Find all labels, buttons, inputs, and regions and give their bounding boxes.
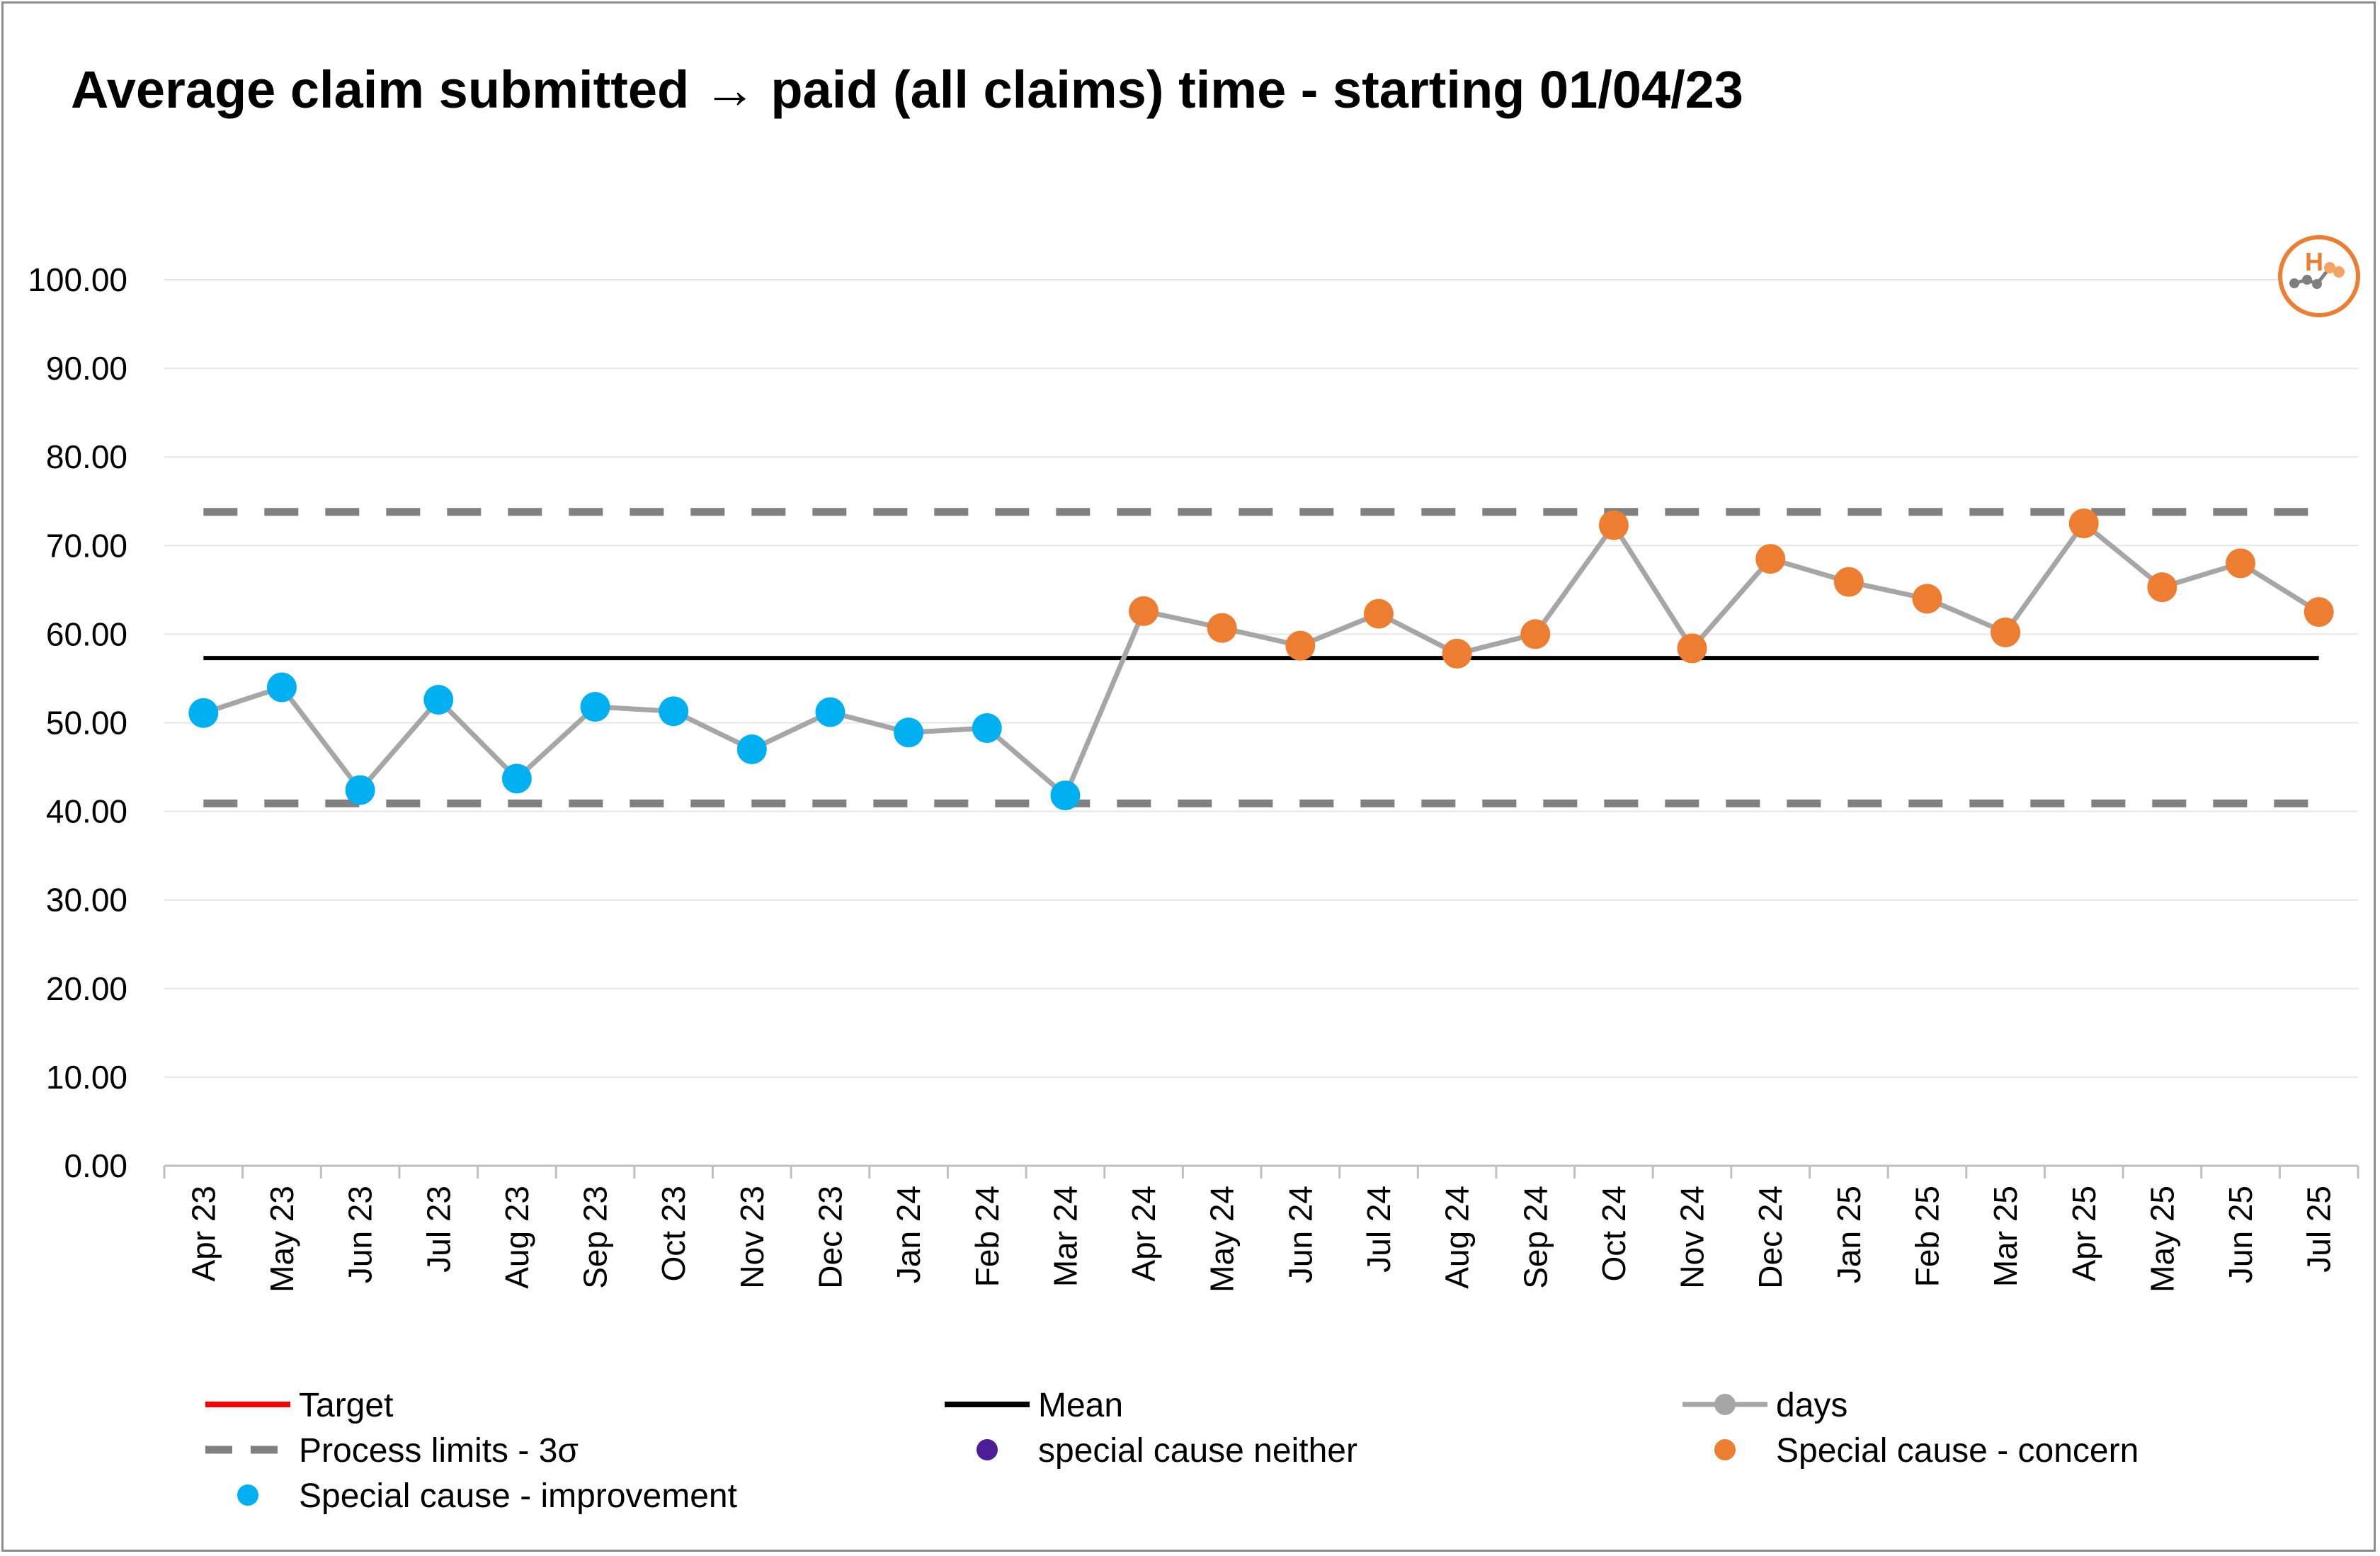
- legend-swatch-improvement: [237, 1484, 258, 1506]
- data-point-improvement: [736, 734, 767, 765]
- data-point-concern: [2147, 572, 2177, 603]
- legend-item-mean: Mean: [945, 1387, 1123, 1424]
- x-tick-label: May 25: [2143, 1186, 2180, 1293]
- data-point-concern: [1991, 617, 2021, 647]
- y-tick-label: 40.00: [46, 793, 127, 830]
- data-point-improvement: [972, 713, 1002, 744]
- legend-item-neither: special cause neither: [977, 1432, 1357, 1470]
- data-point-improvement: [423, 684, 454, 715]
- x-tick-label: Jan 25: [1830, 1186, 1867, 1283]
- y-tick-label: 10.00: [46, 1059, 127, 1096]
- y-tick-label: 0.00: [64, 1147, 127, 1184]
- y-tick-label: 90.00: [46, 350, 127, 387]
- x-tick-label: Sep 23: [577, 1186, 614, 1289]
- x-tick-label: Aug 23: [499, 1186, 535, 1289]
- process-limits: [203, 508, 2319, 807]
- y-tick-label: 60.00: [46, 615, 127, 652]
- x-tick-label: Jun 24: [1282, 1186, 1319, 1283]
- data-point-improvement: [580, 691, 610, 722]
- legend-item-limits: Process limits - 3σ: [205, 1432, 579, 1470]
- data-point-improvement: [1050, 780, 1081, 811]
- data-point-concern: [1912, 584, 1942, 614]
- legend-label-target: Target: [299, 1387, 393, 1424]
- x-tick-label: May 24: [1204, 1186, 1241, 1293]
- legend-item-target: Target: [205, 1387, 393, 1424]
- data-point-improvement: [501, 763, 532, 794]
- days-series: [203, 521, 2321, 798]
- x-tick-label: Nov 23: [734, 1186, 770, 1289]
- legend-item-improvement: Special cause - improvement: [237, 1477, 737, 1515]
- x-tick-label: Jul 24: [1360, 1186, 1397, 1273]
- x-tick-label: Sep 24: [1517, 1186, 1554, 1289]
- data-point-improvement: [345, 775, 375, 805]
- data-point-improvement: [894, 717, 924, 748]
- data-point-concern: [1520, 619, 1551, 649]
- x-axis: Apr 23 May 23 Jun 23 Jul 23 Aug 23 Sep 23 Oct …: [163, 1164, 2359, 1293]
- legend-item-days: days: [1682, 1387, 1847, 1424]
- x-tick-label: Jun 25: [2222, 1186, 2259, 1283]
- x-tick-label: Dec 24: [1752, 1186, 1789, 1289]
- y-tick-label: 100.00: [28, 261, 127, 298]
- legend: Target Mean days Process limits - 3σ special…: [205, 1387, 2139, 1515]
- legend-item-concern: Special cause - concern: [1714, 1432, 2139, 1470]
- data-point-concern: [2068, 509, 2099, 539]
- x-tick-label: Apr 24: [1125, 1186, 1162, 1282]
- x-tick-label: Jun 23: [342, 1186, 379, 1283]
- data-point-concern: [1833, 567, 1864, 597]
- data-point-concern: [1363, 598, 1394, 629]
- legend-label-concern: Special cause - concern: [1776, 1432, 2139, 1470]
- data-points: [188, 509, 2334, 811]
- logo-icon: H: [2278, 235, 2360, 317]
- x-tick-label: Feb 25: [1908, 1186, 1945, 1287]
- x-tick-label: Jul 23: [420, 1186, 457, 1273]
- legend-label-days: days: [1776, 1387, 1847, 1424]
- legend-swatch-concern: [1714, 1439, 1736, 1460]
- legend-marker-days: [1714, 1394, 1736, 1415]
- y-tick-label: 70.00: [46, 527, 127, 564]
- x-tick-label: Nov 24: [1674, 1186, 1711, 1289]
- x-tick-label: Apr 25: [2066, 1186, 2102, 1282]
- gridlines: [164, 279, 2358, 1078]
- data-point-concern: [1442, 638, 1472, 669]
- chart-title: Average claim submitted → paid (all clai…: [71, 60, 1743, 119]
- legend-label-improvement: Special cause - improvement: [299, 1477, 737, 1515]
- y-tick-label: 50.00: [46, 705, 127, 742]
- data-point-concern: [1677, 633, 1707, 664]
- data-point-concern: [1755, 544, 1786, 574]
- data-point-improvement: [815, 697, 845, 727]
- logo-letter: H: [2305, 247, 2323, 276]
- x-tick-label: Mar 24: [1047, 1186, 1083, 1287]
- data-point-concern: [2226, 548, 2256, 579]
- data-point-concern: [1129, 596, 1159, 626]
- legend-label-mean: Mean: [1038, 1387, 1123, 1424]
- data-point-concern: [1285, 630, 1316, 661]
- data-point-concern: [1598, 510, 1629, 540]
- data-point-concern: [1207, 613, 1237, 643]
- legend-label-neither: special cause neither: [1038, 1432, 1357, 1470]
- legend-label-limits: Process limits - 3σ: [299, 1432, 579, 1470]
- x-tick-label: Oct 23: [655, 1186, 692, 1282]
- y-axis-ticks: 0.00 10.00 20.00 30.00 40.00 50.00 60.00 70.00 8…: [28, 261, 127, 1184]
- x-tick-label: Aug 24: [1439, 1186, 1476, 1289]
- data-point-concern: [2304, 597, 2334, 627]
- x-tick-label: Feb 24: [969, 1186, 1006, 1287]
- x-tick-label: Oct 24: [1595, 1186, 1632, 1282]
- data-point-improvement: [188, 698, 219, 728]
- days-line: [203, 521, 2321, 798]
- x-tick-label: Jul 25: [2301, 1186, 2338, 1273]
- x-tick-label: Jan 24: [890, 1186, 927, 1283]
- legend-swatch-neither: [977, 1439, 998, 1460]
- data-point-improvement: [659, 696, 689, 727]
- y-tick-label: 80.00: [46, 438, 127, 475]
- x-tick-label: Dec 23: [812, 1186, 848, 1289]
- data-point-improvement: [266, 672, 297, 703]
- y-tick-label: 20.00: [46, 970, 127, 1007]
- x-tick-label: May 23: [263, 1186, 300, 1293]
- x-tick-label: Mar 25: [1987, 1186, 2024, 1287]
- y-tick-label: 30.00: [46, 882, 127, 919]
- x-tick-label: Apr 23: [185, 1186, 222, 1282]
